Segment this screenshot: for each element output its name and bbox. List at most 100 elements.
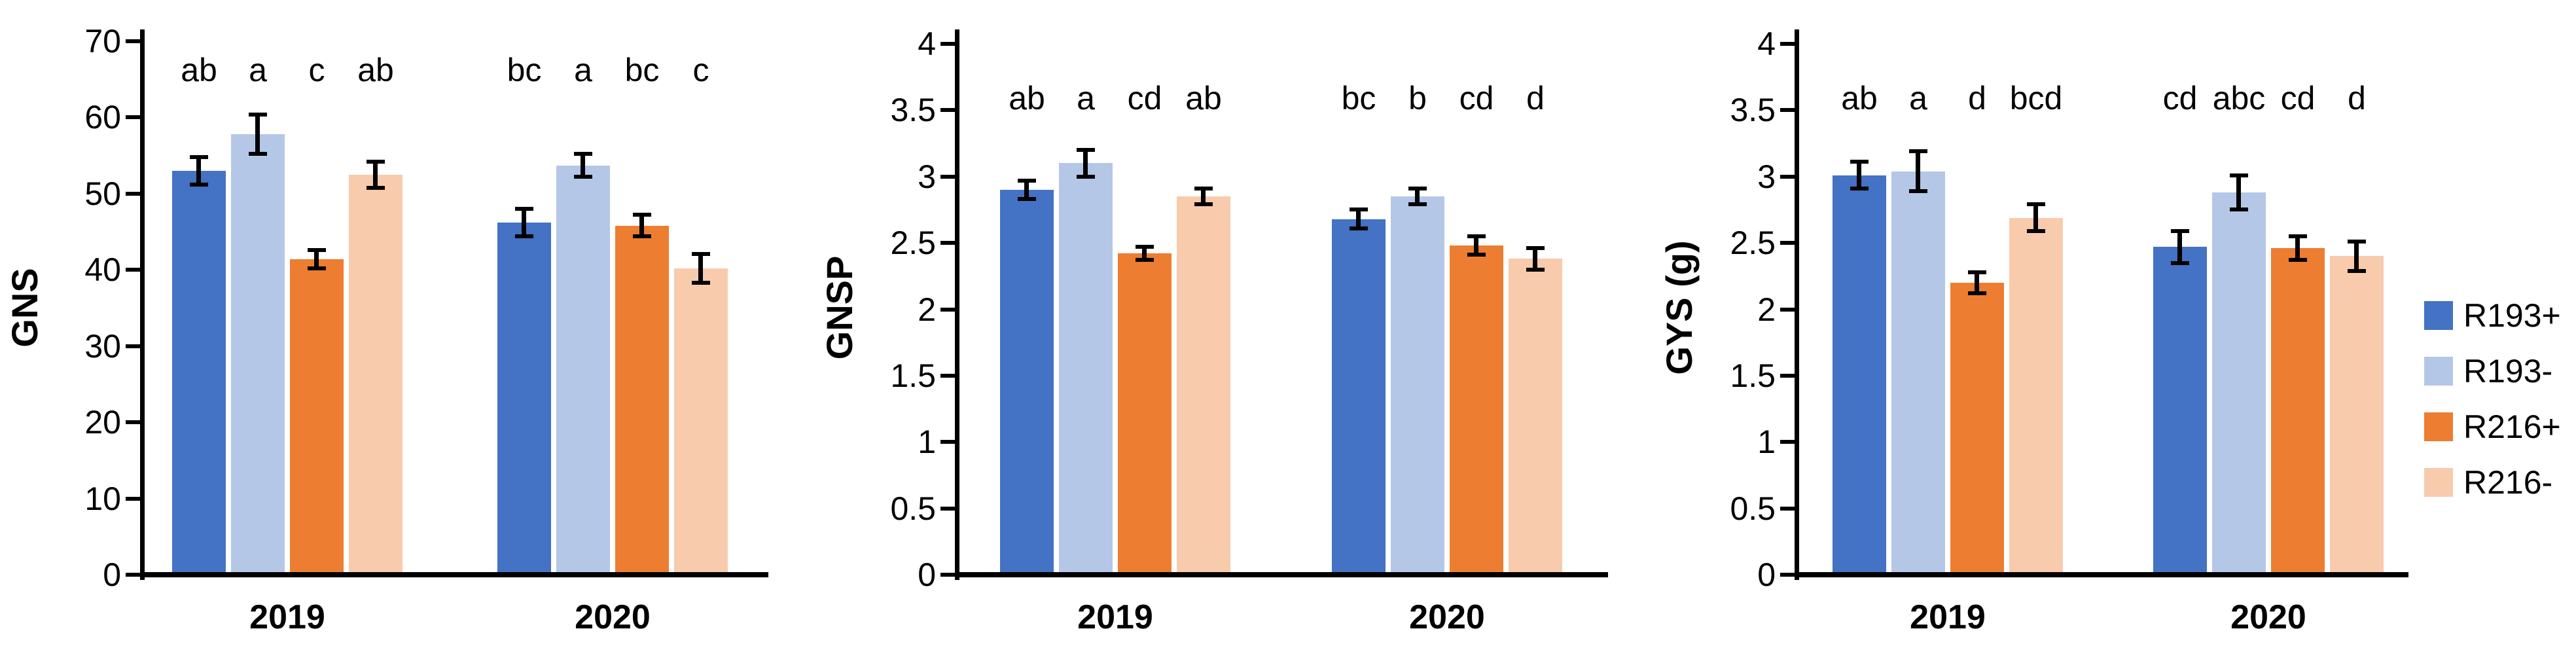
error-bar-cap-top xyxy=(1968,270,1986,274)
significance-letter: bcd xyxy=(2009,80,2063,117)
error-bar-cap-top xyxy=(2230,173,2248,177)
error-bar-stem xyxy=(255,114,260,154)
error-bar-stem xyxy=(314,250,319,268)
error-bar-cap-top xyxy=(308,248,326,252)
y-axis-tick xyxy=(1780,307,1795,312)
significance-letter: a xyxy=(1909,80,1927,117)
y-tick-label: 10 xyxy=(84,480,121,517)
y-tick-label: 4 xyxy=(1757,26,1776,62)
error-bar-cap-top xyxy=(1408,186,1427,190)
error-bar-cap-bottom xyxy=(692,281,710,285)
significance-letter: d xyxy=(2348,80,2366,117)
error-bar-cap-bottom xyxy=(1968,291,1986,296)
y-axis-tick xyxy=(1780,174,1795,179)
error-bar-cap-top xyxy=(367,159,385,164)
bar-R193+-2019 xyxy=(1000,190,1054,572)
error-bar-cap-top xyxy=(249,112,267,117)
legend-swatch-R193+ xyxy=(2424,301,2453,330)
y-tick-label: 3.5 xyxy=(890,92,936,129)
bar-R216+-2020 xyxy=(2271,248,2325,572)
bar-R216--2019 xyxy=(2009,217,2063,572)
y-tick-label: 50 xyxy=(84,175,121,212)
y-tick-label: 2.5 xyxy=(1730,225,1776,262)
bar-R193--2019 xyxy=(1891,171,1945,572)
significance-letter: c xyxy=(692,52,709,88)
bar-R193+-2020 xyxy=(1332,219,1386,572)
significance-letter: bc xyxy=(624,52,660,88)
bar-R216--2020 xyxy=(1509,259,1562,572)
bar-R216+-2019 xyxy=(1950,282,2004,572)
error-bar-cap-bottom xyxy=(249,152,267,156)
x-category-label: 2019 xyxy=(1910,598,1986,636)
bar-R193+-2019 xyxy=(1833,175,1886,572)
y-tick-label: 1 xyxy=(918,424,936,461)
error-bar-stem xyxy=(1415,188,1420,205)
y-tick-label: 0.5 xyxy=(890,490,936,527)
y-axis-tick xyxy=(126,115,140,120)
error-bar-cap-bottom xyxy=(367,185,385,190)
y-tick-label: 2 xyxy=(1757,291,1776,328)
error-bar-stem xyxy=(2354,242,2359,271)
x-category-label: 2019 xyxy=(249,598,325,636)
y-tick-label: 1.5 xyxy=(890,357,936,394)
legend-label-R216+: R216+ xyxy=(2463,408,2561,445)
y-axis-tick xyxy=(1780,373,1795,378)
error-bar-cap-bottom xyxy=(190,182,208,187)
y-tick-label: 70 xyxy=(84,23,121,60)
error-bar-stem xyxy=(2236,175,2241,210)
bar-R216+-2019 xyxy=(1118,253,1172,572)
y-axis-tick xyxy=(940,174,955,179)
y-tick-label: 2 xyxy=(918,291,936,328)
bar-R216--2019 xyxy=(1177,196,1230,572)
bar-R193--2020 xyxy=(2212,192,2266,572)
error-bar-cap-bottom xyxy=(2027,228,2045,233)
significance-letter: d xyxy=(1526,80,1545,117)
error-bar-stem xyxy=(1083,150,1088,177)
error-bar-cap-bottom xyxy=(633,234,651,239)
legend-label-R216-: R216- xyxy=(2463,464,2553,501)
y-axis-tick xyxy=(940,108,955,113)
error-bar-cap-bottom xyxy=(1526,267,1545,272)
significance-letter: ab xyxy=(1009,80,1045,117)
y-tick-label: 3 xyxy=(918,158,936,195)
error-bar-cap-top xyxy=(1018,178,1036,183)
y-tick-label: 0 xyxy=(1757,556,1776,593)
y-tick-label: 30 xyxy=(84,327,121,365)
error-bar-cap-bottom xyxy=(1467,253,1486,257)
bar-R216+-2020 xyxy=(1450,245,1503,572)
bar-R193--2020 xyxy=(556,165,610,572)
y-axis-tick xyxy=(1780,42,1795,46)
y-axis-tick xyxy=(1780,506,1795,511)
significance-letter: bc xyxy=(507,52,542,88)
error-bar-cap-top xyxy=(2348,240,2366,244)
error-bar-cap-top xyxy=(190,154,208,159)
error-bar-cap-bottom xyxy=(1136,258,1154,262)
error-bar-cap-top xyxy=(1194,186,1213,190)
error-bar-stem xyxy=(1975,272,1979,294)
error-bar-stem xyxy=(1474,236,1478,255)
error-bar-cap-bottom xyxy=(574,175,592,179)
error-bar-cap-bottom xyxy=(1018,197,1036,202)
error-bar-stem xyxy=(1857,162,1861,189)
error-bar-cap-top xyxy=(1077,148,1095,153)
significance-letter: ab xyxy=(1841,80,1878,117)
x-category-label: 2020 xyxy=(2230,598,2306,636)
bar-R216--2020 xyxy=(674,268,728,572)
bar-R193--2019 xyxy=(231,134,285,572)
error-bar-stem xyxy=(1533,248,1537,270)
error-bar-cap-top xyxy=(2289,234,2307,238)
significance-letter: a xyxy=(249,52,267,88)
error-bar-cap-bottom xyxy=(308,266,326,270)
error-bar-stem xyxy=(581,154,585,177)
error-bar-stem xyxy=(1916,151,1920,192)
error-bar-cap-bottom xyxy=(2348,268,2366,273)
legend-swatch-R193- xyxy=(2424,357,2453,386)
error-bar-stem xyxy=(1356,209,1361,228)
significance-letter: ab xyxy=(357,52,394,88)
x-category-label: 2020 xyxy=(575,598,651,636)
